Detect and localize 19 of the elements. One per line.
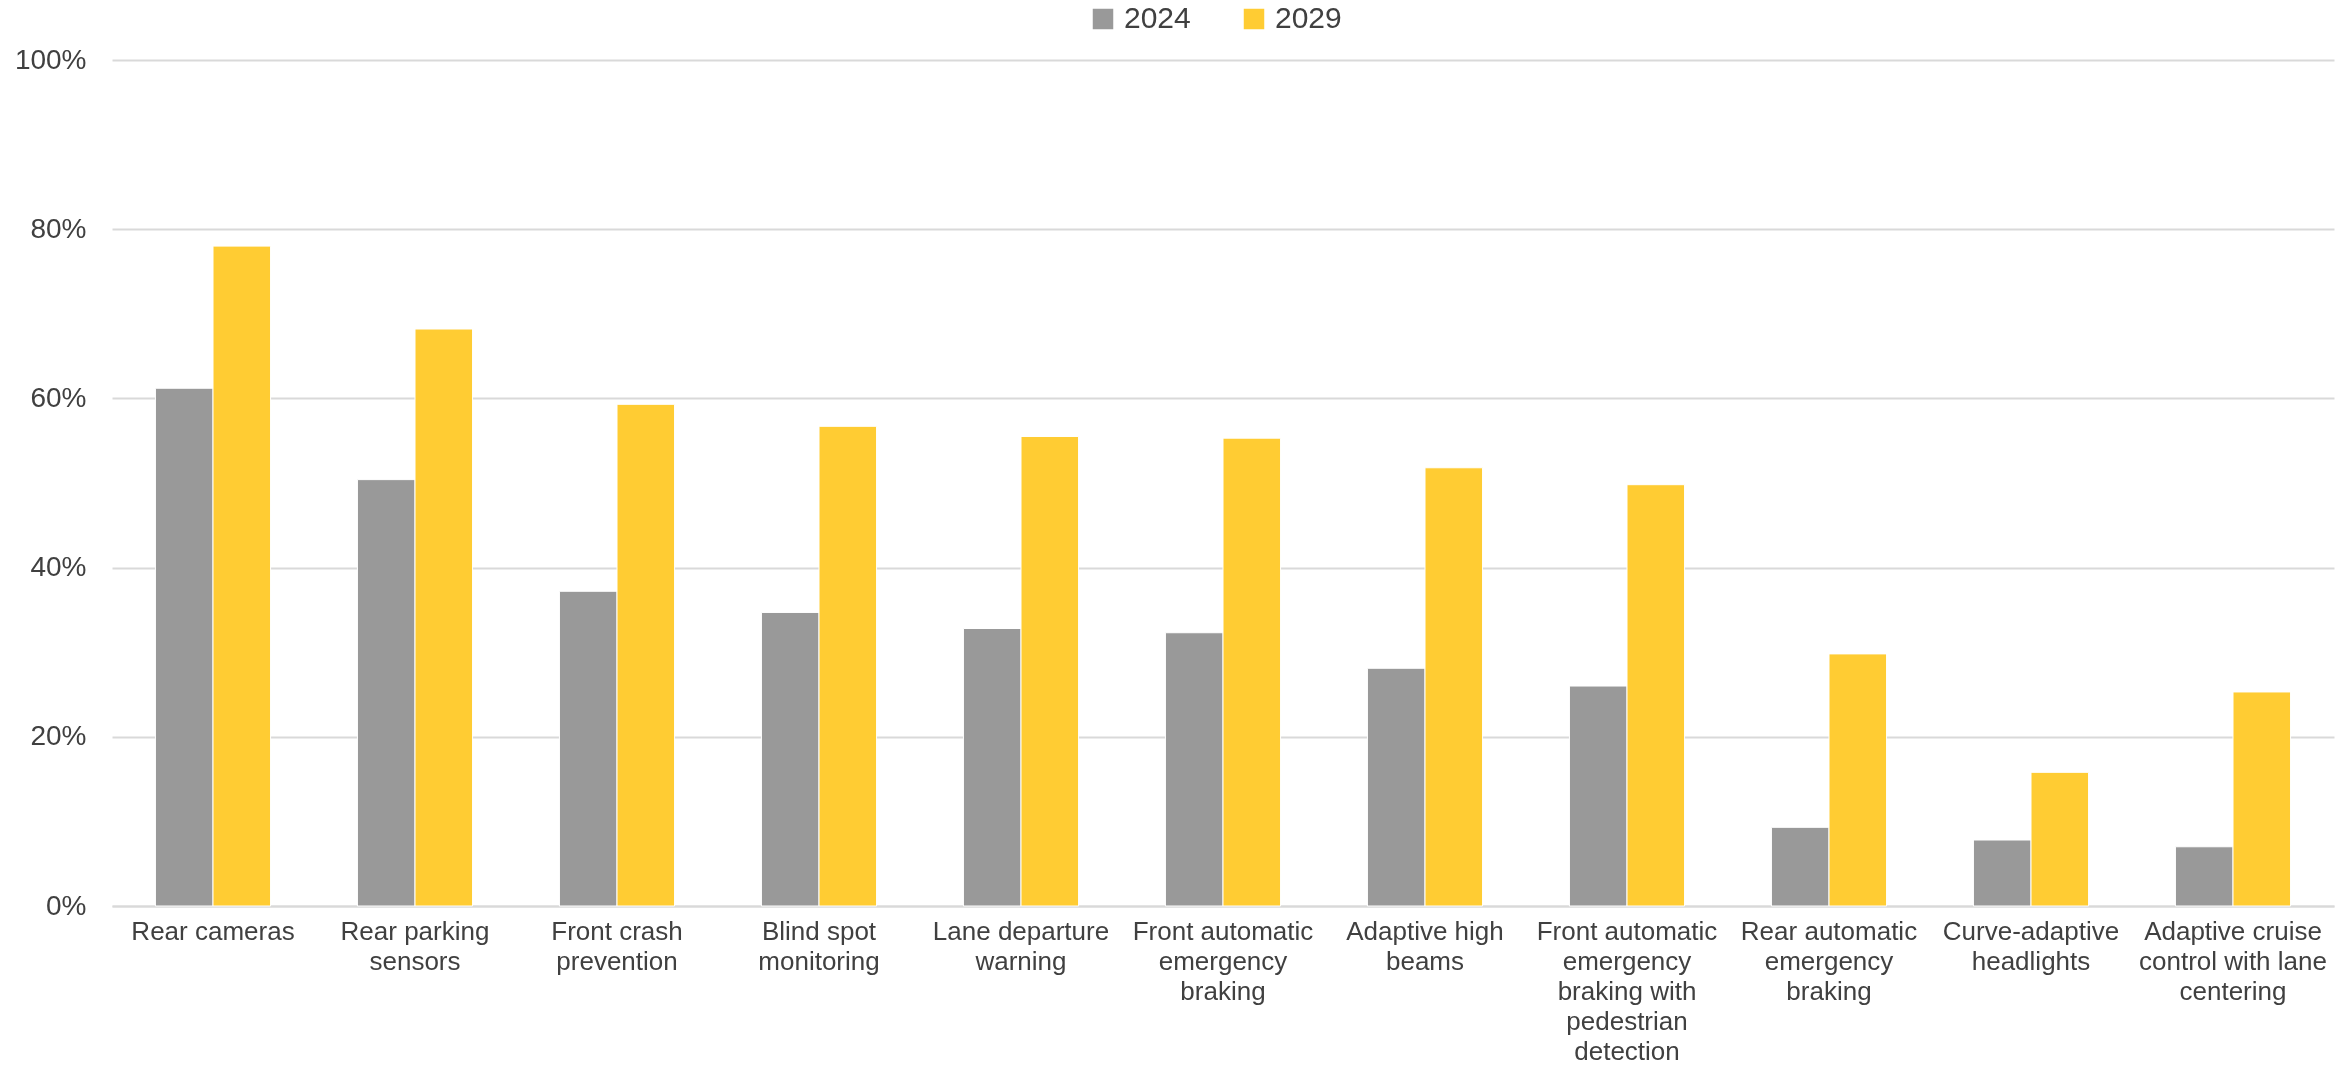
x-tick-label: Front automatic emergency braking with pedestrian detection [1536,915,1718,1066]
x-tick-label: Rear cameras [131,915,295,946]
x-tick-label: Curve-adaptive headlights [1942,915,2120,976]
legend-label: 2024 [1124,1,1191,34]
y-tick-label: 20% [30,720,87,752]
x-tick-label: Blind spot monitoring [758,915,880,976]
y-tick-label: 60% [30,381,87,413]
x-tick-label: Rear parking sensors [340,915,490,976]
x-tick-label: Adaptive high beams [1346,915,1504,976]
legend-label: 2029 [1275,1,1342,34]
x-tick-label: Lane departure warning [932,915,1110,976]
x-tick-label: Front crash prevention [551,915,683,976]
y-tick-label: 100% [14,43,87,75]
y-tick-label: 0% [46,889,87,921]
y-tick-label: 40% [30,551,87,583]
x-tick-label: Adaptive cruise control with lane centering [2139,915,2327,1006]
y-tick-label: 80% [30,212,87,244]
x-tick-label: Front automatic emergency braking [1132,915,1314,1006]
x-tick-label: Rear automatic emergency braking [1740,915,1918,1006]
